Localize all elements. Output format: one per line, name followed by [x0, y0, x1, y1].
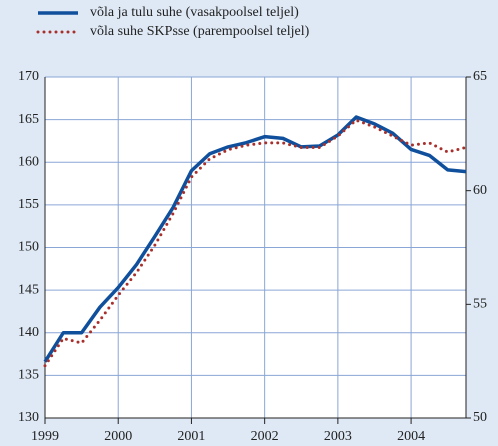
y2-tick-label: 60: [473, 183, 487, 198]
x-tick-label: 2003: [324, 429, 352, 444]
line-series: [43, 118, 468, 368]
y-tick-label: 145: [18, 282, 39, 297]
x-tick-label: 2004: [397, 429, 425, 444]
y2-tick-label: 55: [473, 297, 487, 312]
y-tick-label: 150: [18, 240, 39, 255]
legend-label: võla suhe SKPsse (parempoolsel teljel): [90, 24, 310, 39]
y2-tick-label: 50: [473, 410, 487, 425]
x-tick-label: 2002: [251, 429, 279, 444]
y-tick-label: 170: [18, 69, 39, 84]
line-series: [43, 115, 467, 363]
x-tick-label: 2000: [104, 429, 132, 444]
x-tick-label: 1999: [31, 429, 59, 444]
y-tick-label: 165: [18, 112, 39, 127]
x-tick-label: 2001: [177, 429, 205, 444]
y2-tick-label: 65: [473, 69, 487, 84]
y-tick-label: 135: [18, 368, 39, 383]
y-tick-label: 155: [18, 197, 39, 212]
y-tick-label: 160: [18, 154, 39, 169]
legend-label: võla ja tulu suhe (vasakpoolsel teljel): [90, 5, 299, 20]
y-tick-label: 140: [18, 325, 39, 340]
y-tick-label: 130: [18, 410, 39, 425]
